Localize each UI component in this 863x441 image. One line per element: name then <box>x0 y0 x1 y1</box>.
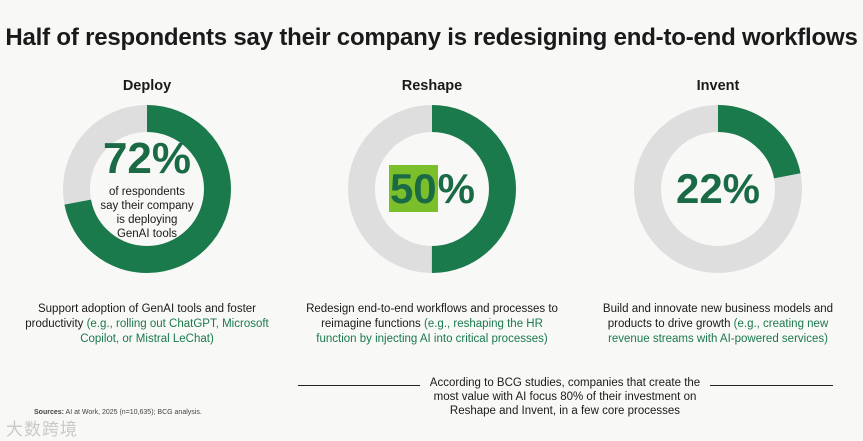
deploy-desc-example: (e.g., rolling out ChatGPT, Microsoft Co… <box>80 318 269 345</box>
deploy-desc-text: Support adoption of GenAI tools and fost… <box>25 303 256 330</box>
caption-line: say their company <box>100 200 194 212</box>
chart-title: Half of respondents say their company is… <box>5 24 858 51</box>
donut-arc-reshape <box>348 105 516 273</box>
source-label: Sources: <box>34 409 64 416</box>
reshape-desc-text: Redesign end-to-end workflows and proces… <box>306 303 558 330</box>
invent-desc-text: Build and innovate new business models a… <box>602 303 834 330</box>
reshape-value-highlight: 50 <box>388 165 438 212</box>
deploy-value: 72% <box>102 134 192 183</box>
invent-description: Build and innovate new business models a… <box>588 302 848 347</box>
invent-value: 22% <box>675 165 761 212</box>
watermark-logo: 大数跨境 <box>6 420 78 439</box>
donut-arc-invent <box>634 105 802 273</box>
bcg-note: According to BCG studies, companies that… <box>420 376 710 418</box>
reshape-donut: 50% <box>347 104 517 274</box>
source-text: AI at Work, 2025 (n=10,635); BCG analysi… <box>63 409 202 416</box>
caption-line: is deploying <box>116 214 178 226</box>
donut-arc-deploy <box>63 105 231 273</box>
invent-heading: Invent <box>696 78 740 94</box>
source-note: Sources: AI at Work, 2025 (n=10,635); BC… <box>34 409 202 416</box>
deploy-caption: of respondents say their company is depl… <box>100 185 193 241</box>
deploy-description: Support adoption of GenAI tools and fost… <box>17 302 277 347</box>
reshape-value: 50% <box>388 165 476 212</box>
reshape-value-sign: % <box>437 165 476 212</box>
reshape-heading: Reshape <box>401 78 463 94</box>
deploy-column: Deploy 72% of respondents say their comp… <box>17 78 277 345</box>
reshape-desc-example: (e.g., reshaping the HR function by inje… <box>316 318 548 345</box>
caption-line: of respondents <box>108 186 186 198</box>
reshape-description: Redesign end-to-end workflows and proces… <box>302 302 562 347</box>
invent-desc-example: (e.g., creating new revenue streams with… <box>608 318 829 345</box>
invent-donut: 22% <box>633 104 803 274</box>
invent-column: Invent 22% Build and innovate new busine… <box>588 78 848 345</box>
deploy-heading: Deploy <box>122 78 172 94</box>
caption-line: GenAI tools <box>116 228 178 240</box>
deploy-donut: 72% of respondents say their company is … <box>62 104 232 274</box>
reshape-column: Reshape 50% Redesign end-to-end workflow… <box>302 78 562 345</box>
